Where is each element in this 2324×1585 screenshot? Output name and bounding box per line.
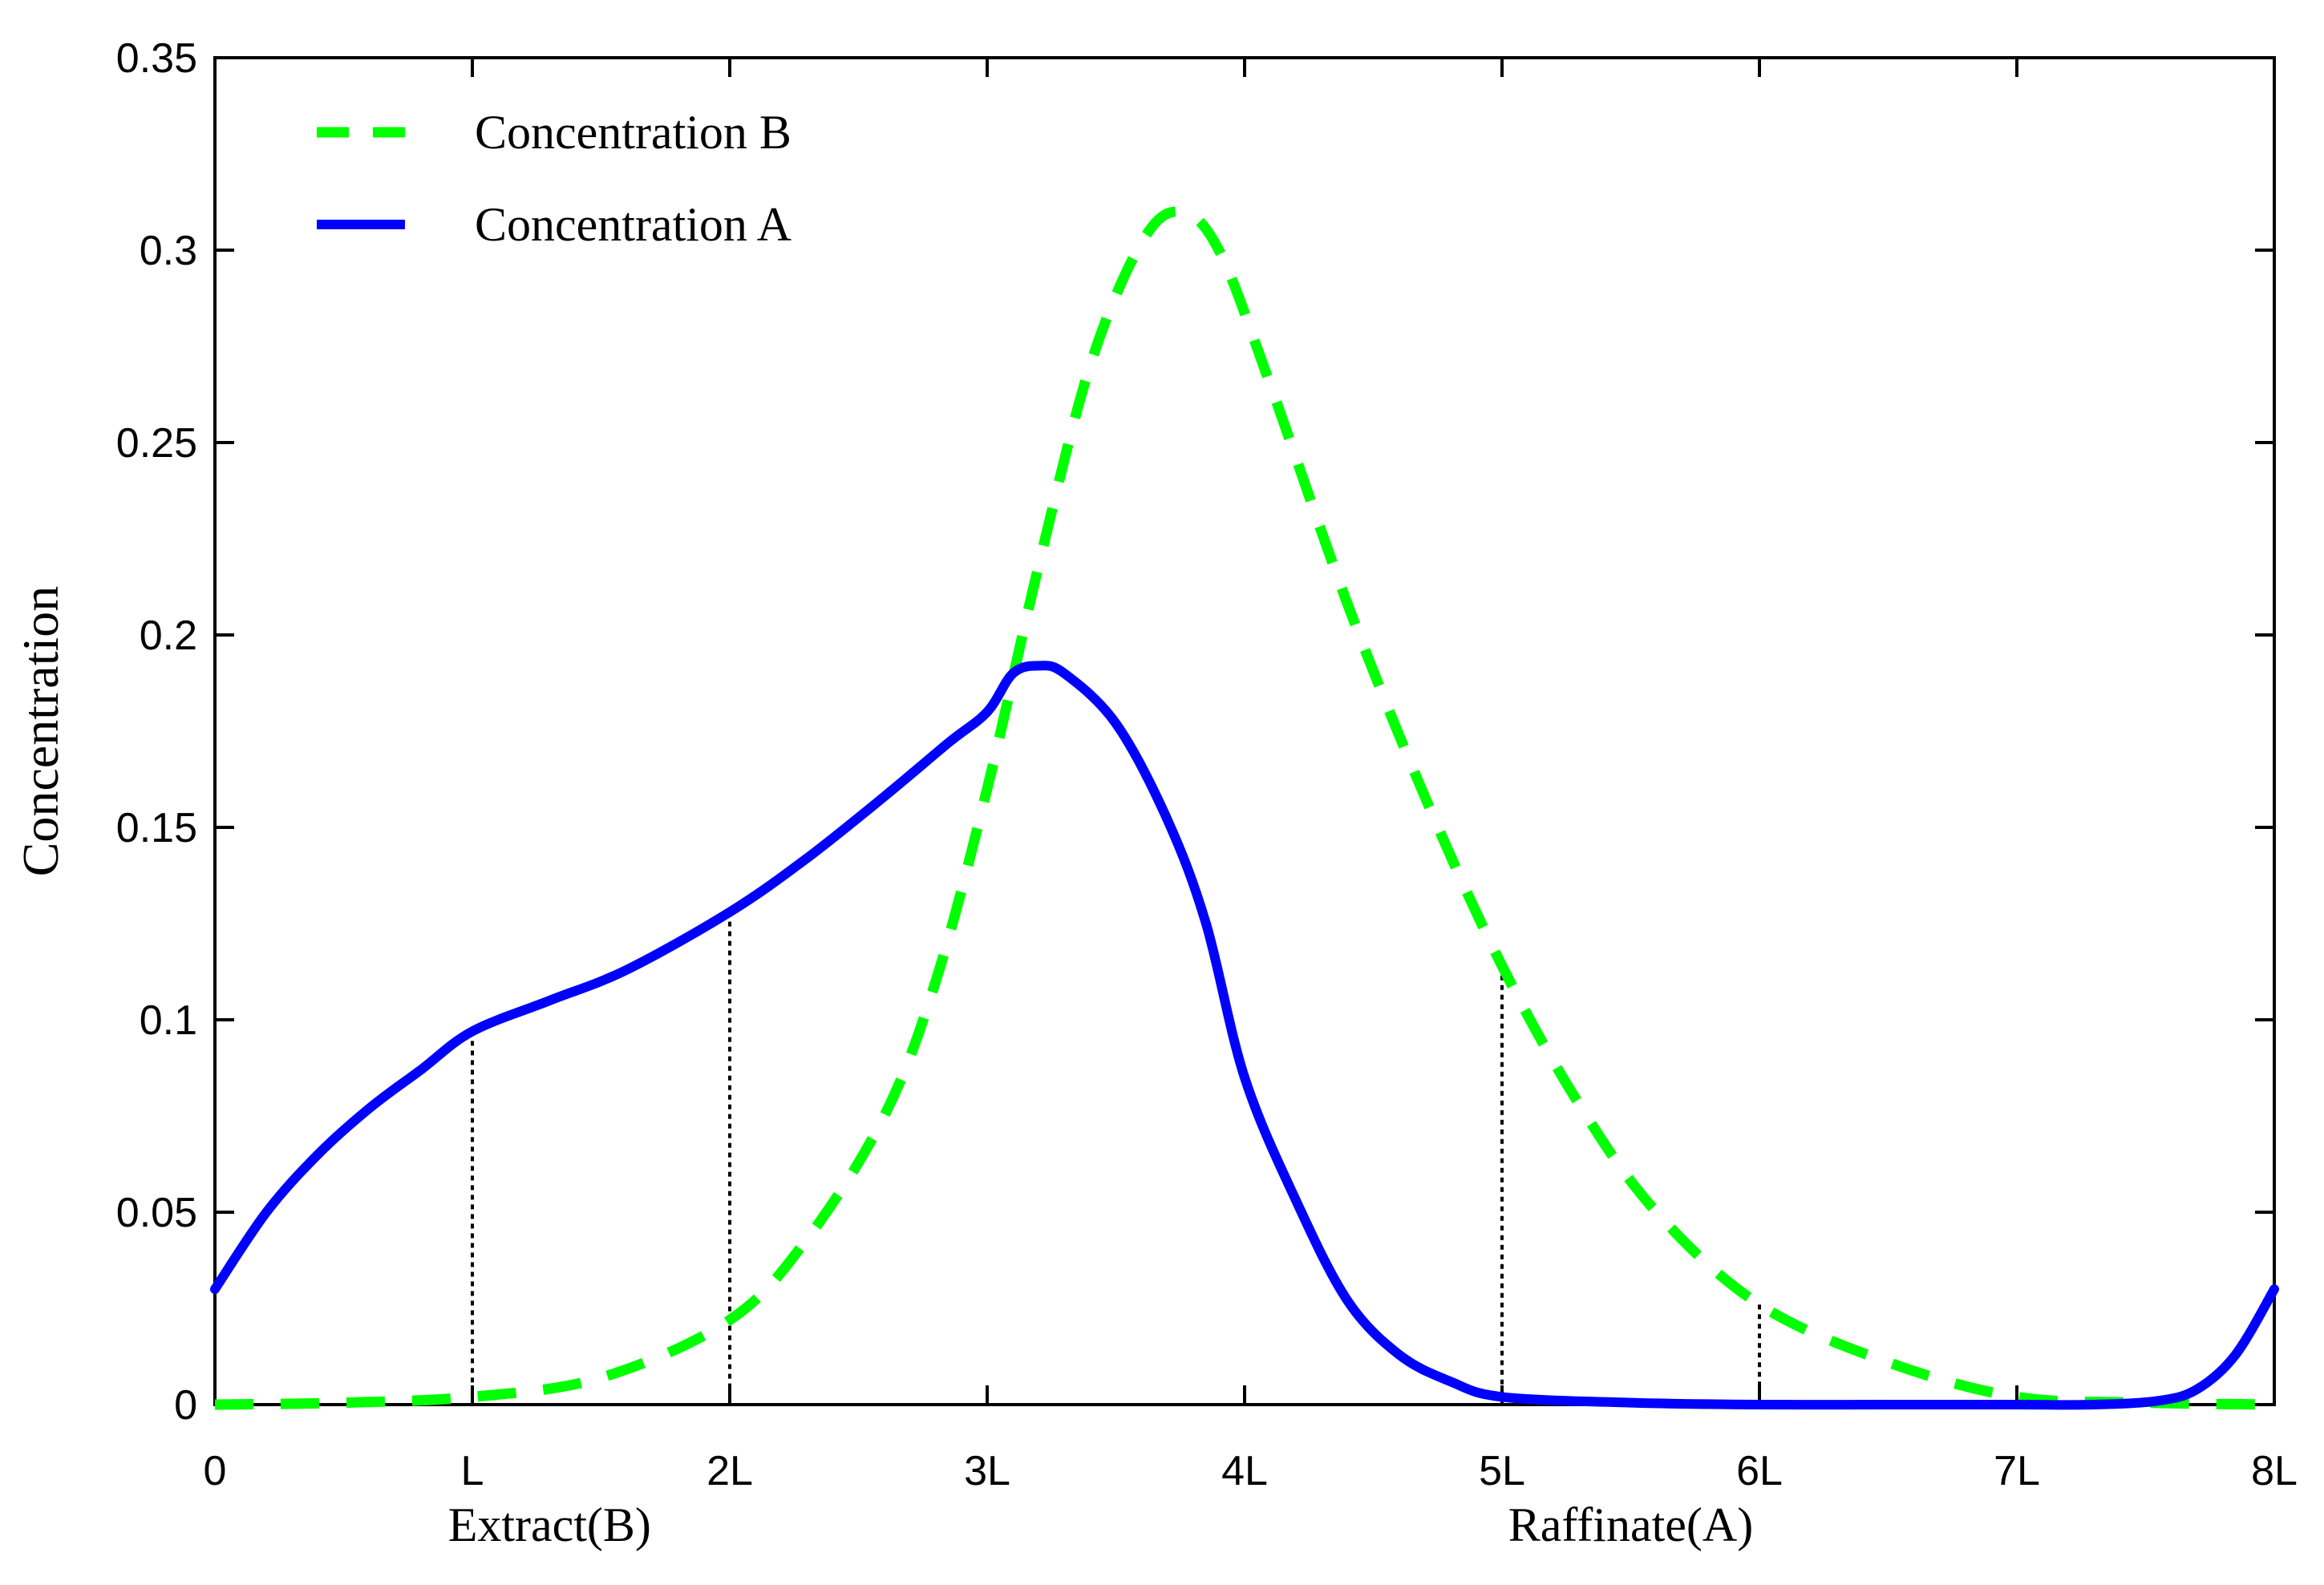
plot-frame (213, 56, 2276, 1406)
legend-label-concentration-a: Concentration A (475, 198, 792, 251)
x-tick-label: 6L (1736, 1448, 1783, 1494)
x-tick-label: 2L (707, 1448, 753, 1494)
column-markers (471, 912, 1761, 1405)
x-tick-label: 3L (964, 1448, 1010, 1494)
y-axis-ticks: 0 0.05 0.1 0.15 0.2 0.25 0.3 0.35 (116, 35, 2274, 1429)
legend: Concentration B Concentration A (317, 106, 792, 251)
y-tick-label: 0.15 (116, 805, 197, 851)
y-tick-label: 0.1 (140, 997, 197, 1044)
x-tick-label: 0 (204, 1448, 227, 1494)
y-tick-label: 0.3 (140, 228, 197, 274)
x-tick-label: 4L (1221, 1448, 1268, 1494)
annotation-label: Raffinate(A) (1508, 1498, 1753, 1551)
y-tick-label: 0.05 (116, 1190, 197, 1236)
x-tick-label: 8L (2251, 1448, 2298, 1494)
y-axis-title: Concentration (12, 586, 69, 877)
annotations: Extract(B) Raffinate(A) (448, 1498, 1754, 1551)
y-tick-label: 0.2 (140, 613, 197, 659)
y-tick-label: 0.25 (116, 420, 197, 467)
y-tick-label: 0 (174, 1382, 197, 1429)
annotation-label: Extract(B) (448, 1498, 651, 1551)
x-axis-ticks: 0 L 2L 3L 4L 5L 6L 7L 8L (204, 58, 2298, 1494)
legend-label-concentration-b: Concentration B (475, 106, 792, 159)
x-tick-label: L (461, 1448, 484, 1494)
y-tick-label: 0.35 (116, 35, 197, 82)
x-tick-label: 5L (1479, 1448, 1525, 1494)
series-line-concentration-a (210, 661, 2279, 1410)
x-tick-label: 7L (1994, 1448, 2040, 1494)
series-line-concentration-b (214, 206, 2275, 1410)
